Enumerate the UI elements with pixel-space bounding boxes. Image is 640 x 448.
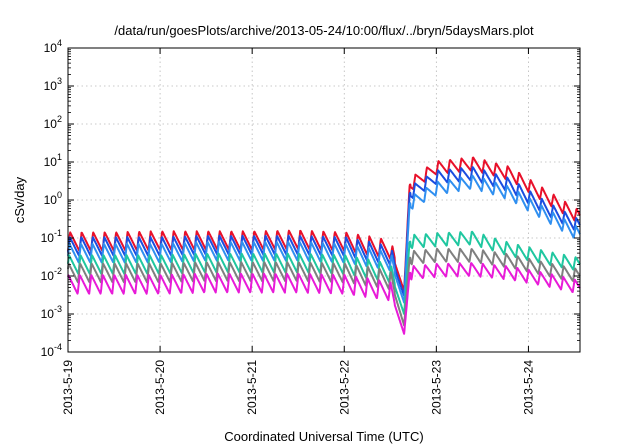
grid xyxy=(68,48,580,352)
y-tick-label: 100 xyxy=(44,190,62,207)
y-axis-label: cSv/day xyxy=(12,176,27,223)
x-tick-label: 2013-5-20 xyxy=(153,360,167,415)
y-tick-label: 103 xyxy=(44,76,62,93)
series-line xyxy=(67,247,581,327)
chart-title: /data/run/goesPlots/archive/2013-05-24/1… xyxy=(114,23,534,38)
x-tick-label: 2013-5-24 xyxy=(521,360,535,415)
y-tick-label: 10-2 xyxy=(41,266,62,283)
y-tick-label: 102 xyxy=(44,114,62,131)
series-line xyxy=(67,166,581,297)
series-line xyxy=(67,262,581,335)
y-tick-label: 101 xyxy=(44,152,62,169)
series-line xyxy=(67,230,581,315)
y-tick-label: 10-4 xyxy=(41,342,62,359)
series-layer xyxy=(67,156,581,335)
y-tick-label: 10-1 xyxy=(41,228,62,245)
x-tick-label: 2013-5-21 xyxy=(245,360,259,415)
x-tick-label: 2013-5-22 xyxy=(337,360,351,415)
ticks: 10-4 10-3 10-2 10-1 100 101 102 103 104 2013-5-19… xyxy=(41,38,580,415)
x-tick-label: 2013-5-23 xyxy=(429,360,443,415)
y-tick-label: 10-3 xyxy=(41,304,62,321)
series-line xyxy=(67,156,581,293)
x-tick-label: 2013-5-19 xyxy=(61,360,75,415)
x-axis-label: Coordinated Universal Time (UTC) xyxy=(224,429,423,444)
series-line xyxy=(67,174,581,304)
y-tick-label: 104 xyxy=(44,38,62,55)
